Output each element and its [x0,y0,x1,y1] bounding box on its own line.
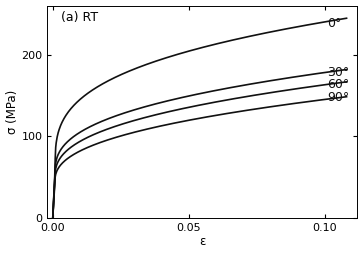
Text: (a) RT: (a) RT [61,11,98,24]
X-axis label: ε: ε [199,235,205,248]
Text: 0°: 0° [327,17,342,30]
Text: 90°: 90° [327,91,350,104]
Text: 60°: 60° [327,78,350,91]
Y-axis label: σ (MPa): σ (MPa) [5,90,19,134]
Text: 30°: 30° [327,66,350,79]
